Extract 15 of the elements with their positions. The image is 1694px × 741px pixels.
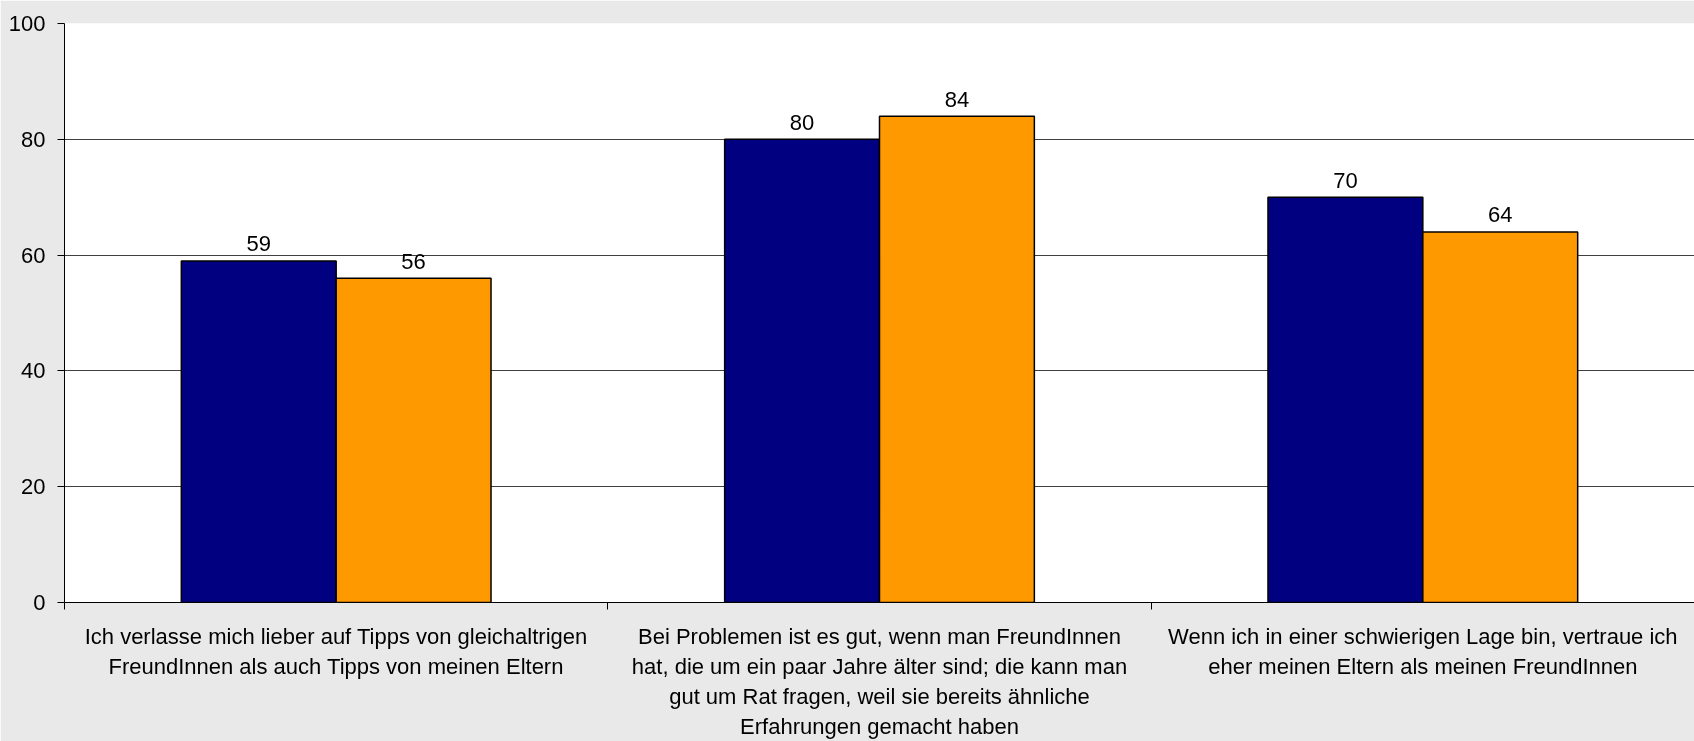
- x-tick-label: Wenn ich in einer schwierigen Lage bin, vertraue ich eher meinen Eltern als meinen FreundInnen: [1168, 623, 1678, 679]
- data-label: 84: [944, 86, 970, 112]
- y-tick-label: 40: [21, 358, 46, 384]
- data-label: 59: [246, 231, 271, 257]
- y-tick-label: 0: [33, 590, 46, 615]
- data-label: 56: [401, 248, 426, 274]
- y-tick-label: 60: [21, 242, 46, 268]
- y-tick-label: 80: [21, 126, 46, 152]
- x-tick-label: Ich verlasse mich lieber auf Tipps von gleichaltrigen FreundInnen als auch Tipps von meinen Eltern: [84, 623, 588, 679]
- data-label: 70: [1333, 167, 1358, 193]
- y-tick-label: 20: [21, 474, 46, 500]
- x-tick-label: Bei Problemen ist es gut, wenn man FreundInnen hat, die um ein paar Jahre älter sind; die kann man gut um Rat fragen, weil sie bereits ähnliche Erfahrungen gemacht haben: [631, 623, 1128, 739]
- data-label: 80: [789, 109, 815, 135]
- data-label: 64: [1488, 202, 1513, 228]
- y-tick-label: 100: [8, 11, 46, 36]
